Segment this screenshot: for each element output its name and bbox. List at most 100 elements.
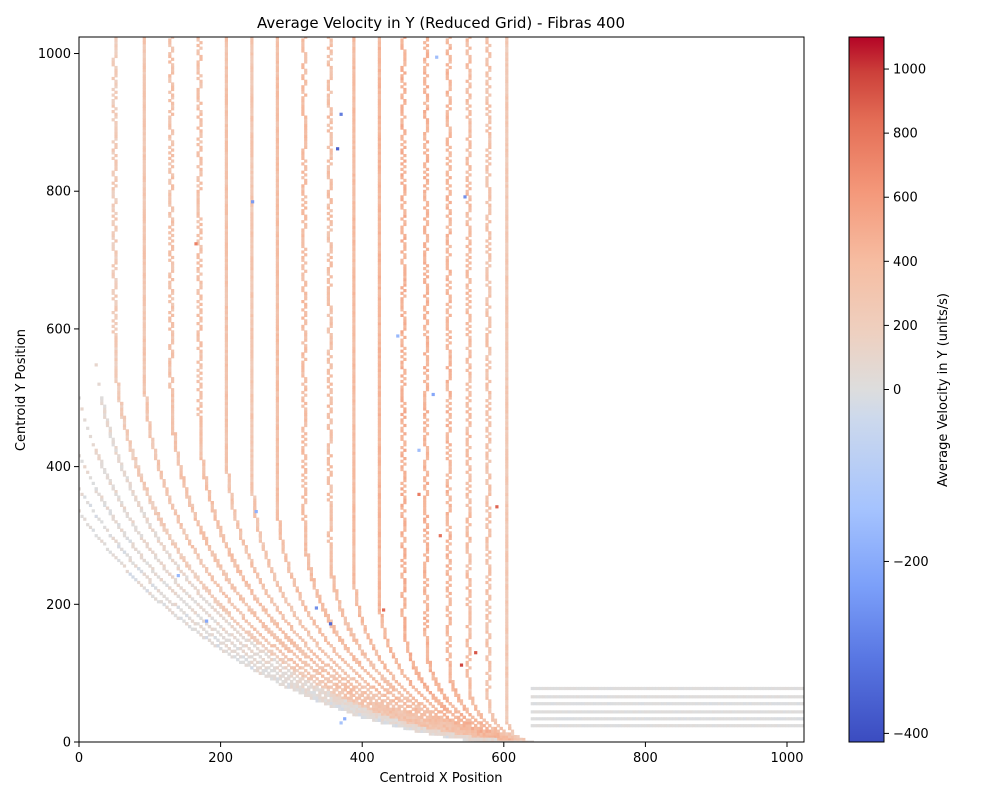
heatmap-cell bbox=[403, 583, 407, 587]
heatmap-cell bbox=[468, 627, 472, 631]
heatmap-cell bbox=[425, 699, 430, 703]
heatmap-cell bbox=[425, 660, 430, 664]
heatmap-cell bbox=[224, 410, 228, 414]
heatmap-cell bbox=[250, 434, 254, 439]
heatmap-cell bbox=[326, 294, 330, 298]
heatmap-cell bbox=[250, 487, 254, 491]
heatmap-cell bbox=[250, 308, 254, 312]
heatmap-cell bbox=[295, 655, 299, 659]
heatmap-cell bbox=[326, 531, 330, 535]
heatmap-cell bbox=[425, 107, 430, 111]
heatmap-cell bbox=[326, 93, 330, 97]
heatmap-cell bbox=[227, 479, 231, 483]
heatmap-cell bbox=[391, 677, 396, 681]
heatmap-cell bbox=[224, 278, 228, 282]
heatmap-cell bbox=[275, 198, 279, 202]
heatmap-cell bbox=[114, 239, 118, 243]
heatmap-cell bbox=[309, 674, 313, 678]
heatmap-cell bbox=[216, 564, 220, 568]
heatmap-cell bbox=[343, 644, 347, 648]
heatmap-cell bbox=[377, 583, 381, 587]
heatmap-cell bbox=[275, 233, 279, 238]
heatmap-cell bbox=[326, 426, 330, 430]
heatmap-cell bbox=[301, 434, 305, 439]
heatmap-cell bbox=[224, 275, 228, 279]
heatmap-cell bbox=[377, 233, 381, 238]
heatmap-cell bbox=[445, 104, 449, 108]
heatmap-cell bbox=[199, 162, 203, 166]
heatmap-cell bbox=[465, 264, 469, 268]
heatmap-cell bbox=[111, 272, 115, 276]
heatmap-cell bbox=[326, 63, 330, 67]
heatmap-cell bbox=[295, 586, 299, 590]
heatmap-cell bbox=[309, 677, 313, 681]
heatmap-cell bbox=[275, 357, 279, 361]
heatmap-cell bbox=[131, 454, 135, 458]
heatmap-cell bbox=[224, 189, 228, 193]
heatmap-cell bbox=[301, 495, 305, 499]
heatmap-cell bbox=[250, 396, 254, 400]
heatmap-cell bbox=[142, 192, 146, 196]
heatmap-cell bbox=[224, 222, 228, 227]
heatmap-cell bbox=[315, 625, 319, 629]
heatmap-cell bbox=[278, 536, 282, 540]
heatmap-cell bbox=[400, 198, 404, 202]
heatmap-cell bbox=[250, 311, 254, 315]
heatmap-cell bbox=[369, 696, 373, 700]
heatmap-cell bbox=[366, 636, 370, 640]
heatmap-cell bbox=[329, 561, 333, 565]
heatmap-cell bbox=[349, 688, 353, 692]
heatmap-cell bbox=[275, 349, 279, 353]
heatmap-cell bbox=[377, 76, 381, 81]
heatmap-cell bbox=[445, 556, 449, 560]
heatmap-cell bbox=[329, 154, 333, 158]
heatmap-cell bbox=[199, 390, 203, 395]
heatmap-cell bbox=[278, 658, 282, 662]
heatmap-cell bbox=[224, 283, 228, 287]
heatmap-cell bbox=[496, 737, 500, 742]
heatmap-cell bbox=[341, 696, 345, 700]
heatmap-cell bbox=[468, 732, 472, 736]
heatmap-cell bbox=[171, 159, 175, 163]
heatmap-cell bbox=[122, 415, 127, 419]
heatmap-cell bbox=[224, 388, 228, 392]
heatmap-cell bbox=[326, 236, 330, 240]
heatmap-cell bbox=[448, 349, 452, 353]
heatmap-cell bbox=[273, 644, 277, 648]
heatmap-cell bbox=[341, 669, 345, 673]
heatmap-cell bbox=[301, 211, 305, 216]
heatmap-cell bbox=[171, 176, 175, 180]
heatmap-cell bbox=[222, 536, 226, 540]
heatmap-cell bbox=[400, 459, 404, 463]
heatmap-cell bbox=[301, 264, 305, 268]
heatmap-cell bbox=[400, 564, 404, 568]
heatmap-cell bbox=[329, 90, 333, 94]
heatmap-cell bbox=[377, 173, 381, 177]
heatmap-cell bbox=[250, 115, 254, 119]
heatmap-cell bbox=[440, 724, 444, 728]
heatmap-cell bbox=[304, 401, 308, 406]
heatmap-cell bbox=[120, 404, 124, 408]
heatmap-cell bbox=[400, 43, 404, 48]
heatmap-cell bbox=[267, 594, 271, 598]
heatmap-cell bbox=[301, 49, 305, 53]
heatmap-cell bbox=[227, 490, 231, 494]
heatmap-cell bbox=[301, 236, 305, 240]
heatmap-cell bbox=[196, 399, 200, 403]
heatmap-cell bbox=[142, 272, 146, 276]
heatmap-cell bbox=[423, 101, 427, 105]
heatmap-cell bbox=[326, 272, 330, 276]
heatmap-cell bbox=[468, 390, 472, 395]
heatmap-cell bbox=[301, 233, 305, 238]
heatmap-cell bbox=[465, 459, 469, 463]
heatmap-cell bbox=[301, 652, 305, 656]
heatmap-cell bbox=[332, 589, 336, 593]
heatmap-cell bbox=[332, 583, 336, 587]
heatmap-cell bbox=[363, 696, 367, 700]
heatmap-cell bbox=[250, 54, 254, 59]
heatmap-cell bbox=[188, 503, 192, 507]
heatmap-cell bbox=[363, 625, 367, 629]
heatmap-cell bbox=[131, 457, 135, 461]
heatmap-cell bbox=[389, 702, 393, 706]
heatmap-cell bbox=[275, 319, 279, 323]
